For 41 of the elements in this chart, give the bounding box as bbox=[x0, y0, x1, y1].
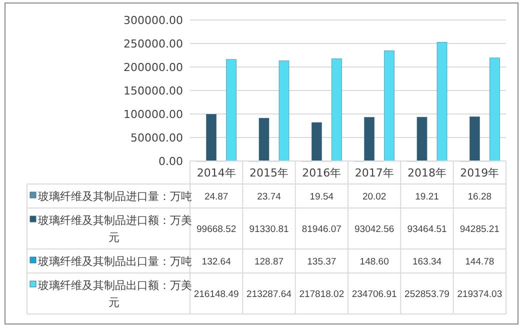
y-tick-label: 200000.00 bbox=[124, 60, 183, 74]
y-tick-label: 150000.00 bbox=[124, 84, 183, 98]
data-label: 94285.21 bbox=[460, 224, 500, 235]
y-tick-label: 0.00 bbox=[158, 154, 183, 168]
y-tick-label: 300000.00 bbox=[124, 14, 183, 27]
data-label: 217818.02 bbox=[299, 288, 344, 300]
x-tick-label: 2019年 bbox=[460, 166, 500, 180]
data-label: 219374.03 bbox=[457, 288, 502, 300]
x-tick-label: 2014年 bbox=[196, 166, 236, 180]
legend-label: 玻璃纤维及其制品进口额：万美元 bbox=[38, 214, 192, 244]
data-label: 81946.07 bbox=[302, 224, 342, 235]
x-tick-label: 2017年 bbox=[354, 166, 394, 180]
data-label: 91330.81 bbox=[249, 224, 289, 235]
data-label: 234706.91 bbox=[352, 288, 397, 300]
data-label: 148.60 bbox=[360, 256, 389, 268]
data-label: 24.87 bbox=[204, 191, 228, 202]
data-label: 93042.56 bbox=[354, 224, 394, 235]
y-tick-label: 50000.00 bbox=[130, 131, 183, 144]
data-label: 144.78 bbox=[465, 256, 494, 268]
data-label: 213287.64 bbox=[246, 288, 292, 300]
legend-label: 玻璃纤维及其制品进口量：万吨 bbox=[38, 190, 192, 203]
y-tick-label: 100000.00 bbox=[124, 108, 183, 121]
data-label: 93464.51 bbox=[407, 224, 447, 235]
y-tick-label: 250000.00 bbox=[124, 37, 183, 50]
data-label: 252853.79 bbox=[404, 288, 450, 300]
legend-label: 玻璃纤维及其制品出口额：万美元 bbox=[38, 278, 192, 309]
x-tick-label: 2018年 bbox=[408, 166, 446, 180]
legend-label: 玻璃纤维及其制品出口量：万吨 bbox=[38, 254, 192, 268]
data-label: 163.34 bbox=[412, 256, 442, 268]
data-label: 23.74 bbox=[257, 191, 281, 202]
x-tick-label: 2016年 bbox=[302, 166, 342, 180]
data-label: 20.02 bbox=[362, 191, 386, 202]
data-label: 16.28 bbox=[468, 191, 492, 202]
x-tick-label: 2015年 bbox=[250, 166, 288, 180]
data-label: 128.87 bbox=[254, 256, 284, 268]
data-label: 99668.52 bbox=[196, 224, 236, 235]
data-label: 19.54 bbox=[310, 191, 334, 202]
data-label: 135.37 bbox=[307, 256, 336, 268]
data-label: 19.21 bbox=[415, 191, 439, 202]
data-label: 132.64 bbox=[202, 256, 231, 268]
data-label: 216148.49 bbox=[194, 288, 239, 300]
